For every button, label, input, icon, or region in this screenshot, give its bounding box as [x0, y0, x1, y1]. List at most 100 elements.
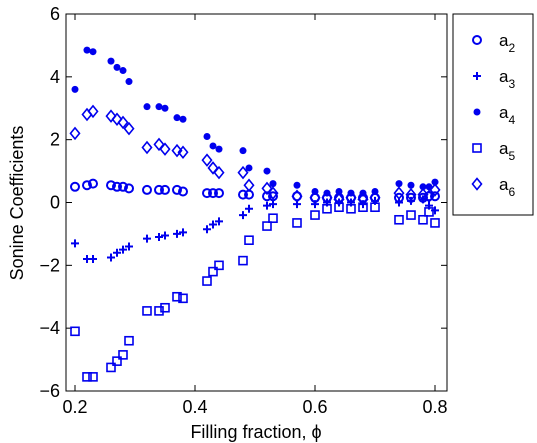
point-a5 — [106, 362, 116, 373]
point-a2 — [82, 180, 92, 191]
point-a4 — [431, 178, 439, 186]
point-a6 — [357, 192, 369, 207]
point-a6 — [117, 115, 129, 130]
point-a6 — [237, 165, 249, 180]
point-a5 — [214, 260, 224, 271]
point-a6 — [243, 178, 255, 192]
point-a2 — [178, 186, 188, 197]
point-a3 — [179, 228, 187, 237]
data-points — [69, 46, 441, 382]
point-a4 — [173, 114, 181, 122]
point-a3 — [125, 242, 133, 251]
point-a3 — [119, 245, 127, 254]
point-a4 — [161, 104, 169, 112]
point-a6 — [267, 186, 279, 200]
point-a5 — [208, 266, 218, 277]
point-a2 — [118, 181, 128, 192]
point-a4 — [293, 181, 301, 189]
point-a3 — [155, 233, 163, 242]
y-tick-label: −4 — [39, 318, 60, 338]
point-a2 — [172, 184, 182, 195]
point-a6 — [291, 189, 303, 203]
point-a5 — [142, 306, 152, 316]
point-a2 — [88, 178, 98, 189]
point-a5 — [124, 335, 134, 346]
point-a4 — [107, 57, 115, 65]
y-tick-label: 4 — [50, 67, 60, 87]
point-a5 — [418, 214, 428, 225]
point-a2 — [430, 191, 440, 202]
point-a5 — [118, 350, 128, 360]
point-a6 — [153, 137, 165, 152]
point-a6 — [111, 112, 123, 127]
point-a5 — [244, 235, 254, 245]
legend-marker-a4 — [473, 108, 481, 116]
point-a4 — [119, 67, 127, 75]
point-a2 — [208, 188, 218, 199]
y-tick-label: 2 — [50, 130, 60, 150]
point-a3 — [269, 200, 277, 209]
point-a2 — [142, 184, 152, 195]
point-a6 — [87, 104, 99, 119]
point-a4 — [407, 181, 415, 189]
point-a4 — [419, 183, 427, 191]
point-a3 — [245, 204, 253, 213]
point-a5 — [82, 372, 92, 382]
series-a5 — [70, 202, 440, 382]
point-a6 — [201, 153, 213, 167]
point-a6 — [177, 145, 189, 159]
point-a3 — [203, 225, 211, 234]
point-a5 — [406, 210, 416, 220]
point-a6 — [105, 109, 117, 123]
point-a2 — [214, 188, 224, 199]
x-tick-label: 0.4 — [182, 397, 207, 417]
point-a5 — [322, 203, 332, 214]
point-a2 — [106, 180, 116, 191]
point-a4 — [125, 78, 133, 86]
point-a4 — [113, 63, 121, 71]
point-a4 — [89, 48, 97, 56]
point-a4 — [215, 145, 223, 153]
point-a6 — [369, 191, 381, 205]
point-a2 — [124, 183, 134, 194]
legend-marker-a6 — [471, 177, 483, 191]
point-a4 — [155, 103, 163, 111]
point-a4 — [269, 180, 277, 188]
point-a6 — [69, 126, 81, 141]
x-axis: 0.2 0.4 0.6 0.8 — [62, 14, 448, 417]
x-tick-label: 0.6 — [302, 397, 327, 417]
point-a3 — [113, 248, 121, 257]
point-a2 — [70, 181, 80, 192]
legend-marker-a2 — [472, 35, 482, 45]
point-a5 — [160, 302, 170, 313]
point-a6 — [321, 191, 333, 205]
point-a5 — [112, 356, 122, 366]
point-a6 — [405, 187, 417, 202]
point-a4 — [179, 115, 187, 123]
point-a5 — [262, 221, 272, 231]
y-tick-label: 0 — [50, 193, 60, 213]
point-a6 — [141, 140, 153, 155]
point-a5 — [430, 218, 440, 228]
point-a5 — [268, 213, 278, 224]
point-a3 — [239, 211, 247, 220]
point-a6 — [393, 186, 405, 200]
point-a3 — [71, 239, 79, 248]
point-a5 — [238, 255, 248, 266]
point-a4 — [263, 167, 271, 175]
point-a6 — [171, 143, 183, 158]
point-a5 — [154, 306, 164, 316]
point-a2 — [238, 189, 248, 200]
point-a5 — [358, 202, 368, 213]
point-a4 — [71, 85, 79, 93]
point-a2 — [112, 181, 122, 192]
point-a5 — [394, 214, 404, 225]
point-a6 — [207, 161, 219, 175]
y-tick-label: −2 — [39, 255, 60, 275]
legend-marker-a3 — [473, 72, 481, 80]
point-a3 — [263, 201, 271, 210]
point-a5 — [172, 291, 182, 302]
y-axis-title: Sonine Coefficients — [7, 126, 27, 281]
legend-marker-a5 — [472, 143, 482, 153]
